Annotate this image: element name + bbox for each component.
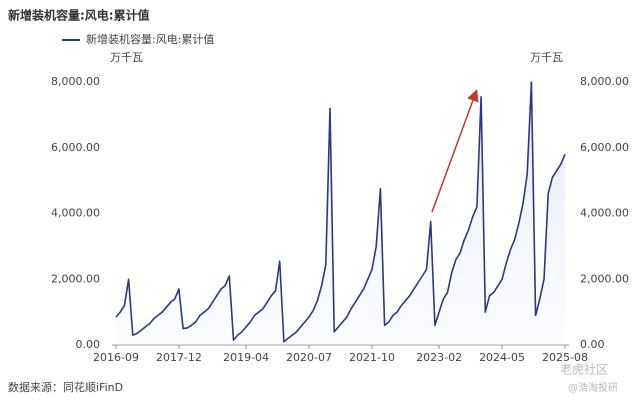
x-tick-label: 2021-10: [349, 351, 395, 364]
x-tick-label: 2020-07: [286, 351, 332, 364]
watermark: @浩淘投研: [568, 381, 618, 394]
y2-tick-label: 2,000.00: [580, 272, 629, 285]
x-tick-label: 2017-12: [156, 351, 202, 364]
y-tick-label: 0.00: [76, 338, 101, 351]
y-unit: 万千瓦: [110, 51, 143, 64]
source: 数据来源：同花顺iFinD: [8, 380, 123, 394]
legend-label: 新增装机容量:风电:累计值: [86, 32, 214, 46]
y-tick-label: 4,000.00: [51, 207, 100, 220]
watermark: 老虎社区: [560, 362, 608, 377]
area: [116, 82, 565, 345]
y-tick-label: 2,000.00: [51, 272, 100, 285]
line: [115, 81, 566, 343]
y-tick-label: 8,000.00: [51, 75, 100, 88]
annotation-arrow: [431, 89, 479, 213]
x-tick-label: 2016-09: [93, 351, 139, 364]
y-tick-label: 6,000.00: [51, 141, 100, 154]
y2-tick-label: 4,000.00: [580, 207, 629, 220]
y2-tick-label: 0.00: [580, 338, 605, 351]
x-tick-label: 2024-05: [479, 351, 525, 364]
x-tick-label: 2025-08: [542, 351, 588, 364]
x-tick-label: 2019-04: [223, 351, 269, 364]
x-tick-label: 2023-02: [416, 351, 462, 364]
y2-tick-label: 8,000.00: [580, 75, 629, 88]
chart-title: 新增装机容量:风电:累计值: [8, 8, 150, 23]
y2-unit: 万千瓦: [530, 51, 563, 64]
y2-tick-label: 6,000.00: [580, 141, 629, 154]
